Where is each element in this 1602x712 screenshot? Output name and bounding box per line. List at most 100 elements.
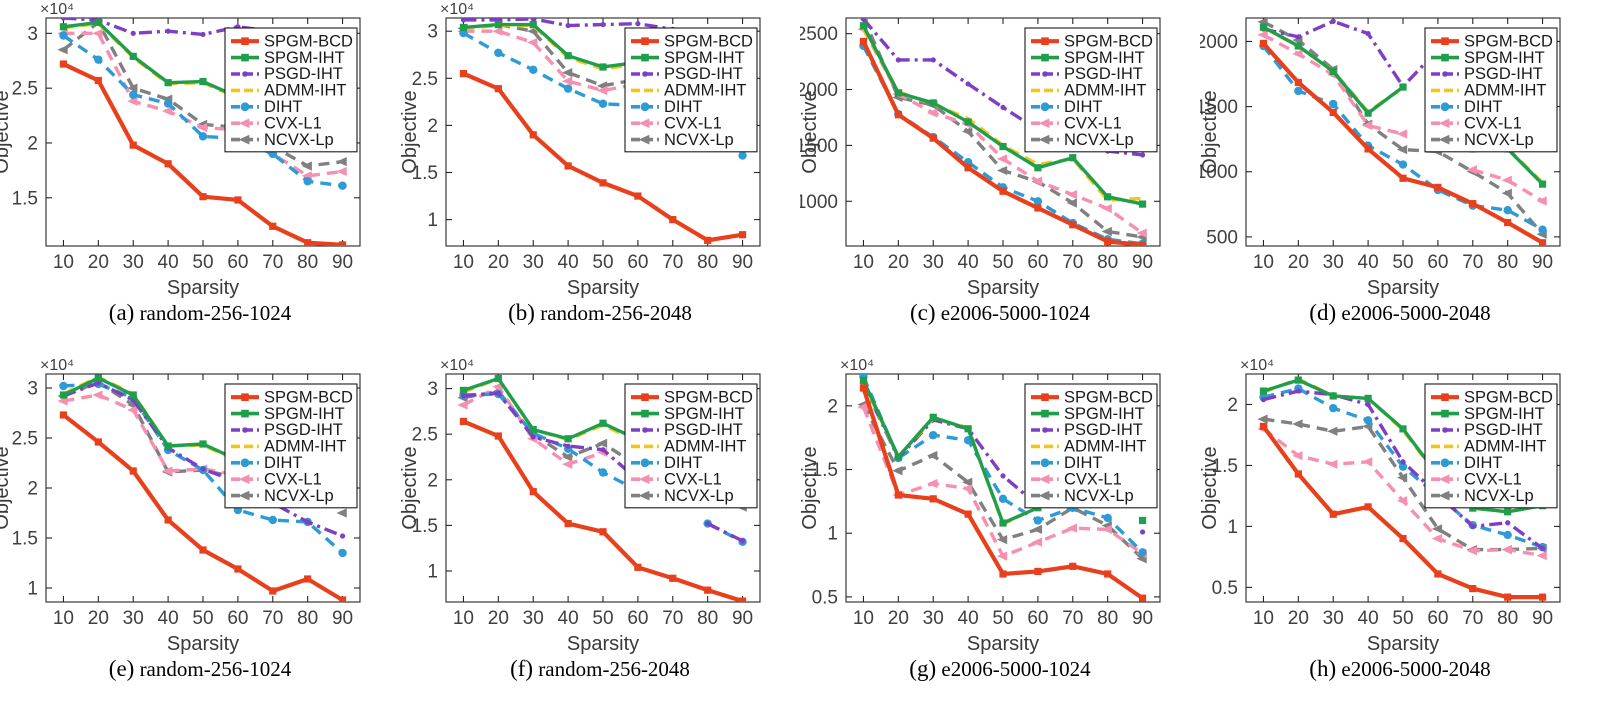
x-tick-label: 60 [1027,608,1048,629]
legend-item-SPGM-IHT[interactable]: SPGM-IHT [231,405,345,423]
legend-item-SPGM-IHT[interactable]: SPGM-IHT [1031,49,1145,67]
x-tick-label: 40 [958,252,979,273]
caption-a-tag: (a) [108,300,135,325]
panel-f: 10 20 30 40 50 60 70 80 90 1 1.5 2 2.5 3 ×10⁴ Sparsity O… [400,356,800,712]
legend-item-PSGD-IHT[interactable]: PSGD-IHT [1031,421,1143,439]
legend-item-SPGM-IHT[interactable]: SPGM-IHT [1431,405,1545,423]
legend-item-PSGD-IHT[interactable]: PSGD-IHT [1431,65,1543,83]
x-tick-label: 60 [1427,252,1448,273]
legend-item-DIHT[interactable]: DIHT [231,454,303,472]
data-layer [1257,376,1547,601]
legend-item-SPGM-BCD[interactable]: SPGM-BCD [1431,388,1553,406]
legend-item-ADMM-IHT[interactable]: ADMM-IHT [1031,438,1146,456]
caption-h-tag: (h) [1309,656,1337,681]
legend-item-NCVX-Lp[interactable]: NCVX-Lp [631,487,734,505]
legend-item-SPGM-IHT[interactable]: SPGM-IHT [1031,405,1145,423]
legend-item-NCVX-Lp[interactable]: NCVX-Lp [631,131,734,149]
x-axis-label: Sparsity [967,633,1039,655]
legend-label: PSGD-IHT [664,421,743,439]
x-tick-label: 30 [923,252,944,273]
legend-item-ADMM-IHT[interactable]: ADMM-IHT [1431,82,1546,100]
legend-item-PSGD-IHT[interactable]: PSGD-IHT [1431,421,1543,439]
legend-item-SPGM-IHT[interactable]: SPGM-IHT [231,49,345,67]
y-tick-label: 1 [1227,517,1238,538]
legend-label: SPGM-BCD [1064,388,1153,406]
legend-item-DIHT[interactable]: DIHT [631,98,703,116]
legend-item-ADMM-IHT[interactable]: ADMM-IHT [631,82,746,100]
legend-item-CVX-L1[interactable]: CVX-L1 [1031,470,1122,488]
x-tick-label: 50 [192,608,213,629]
legend-item-DIHT[interactable]: DIHT [1431,454,1503,472]
legend-item-NCVX-Lp[interactable]: NCVX-Lp [1031,487,1134,505]
y-tick-label: 1.5 [12,529,38,550]
legend-item-SPGM-BCD[interactable]: SPGM-BCD [631,32,753,50]
legend-item-NCVX-Lp[interactable]: NCVX-Lp [1431,131,1534,149]
caption-h: (h) e2006-5000-2048 [1200,656,1600,682]
legend-item-CVX-L1[interactable]: CVX-L1 [1431,114,1522,132]
y-tick-label: 2 [427,470,438,491]
x-tick-label: 80 [297,252,318,273]
x-tick-label: 80 [1497,608,1518,629]
caption-g: (g) e2006-5000-1024 [800,656,1200,682]
legend-label: NCVX-Lp [1464,131,1534,149]
plot-h: 10 20 30 40 50 60 70 80 90 0.5 1 1.5 2 ×10⁴ Sparsity Ob… [1200,357,1561,655]
legend-item-SPGM-BCD[interactable]: SPGM-BCD [1031,32,1153,50]
series-SPGM-BCD [1259,422,1547,601]
legend-item-DIHT[interactable]: DIHT [231,98,303,116]
legend-item-SPGM-BCD[interactable]: SPGM-BCD [1031,388,1153,406]
legend-label: SPGM-IHT [1464,405,1545,423]
y-axis-label: Objective [1200,446,1221,529]
legend-label: NCVX-Lp [664,131,734,149]
legend-item-CVX-L1[interactable]: CVX-L1 [631,470,722,488]
legend-item-NCVX-Lp[interactable]: NCVX-Lp [1431,487,1534,505]
legend-item-SPGM-IHT[interactable]: SPGM-IHT [631,49,745,67]
legend-item-DIHT[interactable]: DIHT [1431,98,1503,116]
legend-item-NCVX-Lp[interactable]: NCVX-Lp [231,131,334,149]
legend-label: DIHT [264,454,303,472]
legend-item-ADMM-IHT[interactable]: ADMM-IHT [1431,438,1546,456]
x-tick-label: 50 [592,608,613,629]
x-tick-label: 50 [992,608,1013,629]
legend-item-SPGM-BCD[interactable]: SPGM-BCD [231,388,353,406]
chart-c: 10 20 30 40 50 60 70 80 90 1000 1500 2000 2500 Sparsi… [800,0,1200,300]
legend-item-SPGM-IHT[interactable]: SPGM-IHT [1431,49,1545,67]
legend-item-NCVX-Lp[interactable]: NCVX-Lp [231,487,334,505]
x-tick-label: 10 [853,608,874,629]
legend-item-PSGD-IHT[interactable]: PSGD-IHT [631,65,743,83]
caption-d-name: e2006-5000-2048 [1341,301,1491,325]
legend-item-ADMM-IHT[interactable]: ADMM-IHT [231,82,346,100]
legend-item-PSGD-IHT[interactable]: PSGD-IHT [231,421,343,439]
legend-item-CVX-L1[interactable]: CVX-L1 [231,114,322,132]
legend-item-PSGD-IHT[interactable]: PSGD-IHT [1031,65,1143,83]
panel-a: 10 20 30 40 50 60 70 80 90 1.5 2 2.5 3 ×10⁴ Sparsity Ob… [0,0,400,356]
legend-label: CVX-L1 [1064,470,1122,488]
x-tick-label: 40 [158,252,179,273]
y-tick-label: 0.5 [1212,578,1238,599]
legend-item-DIHT[interactable]: DIHT [631,454,703,472]
legend-item-DIHT[interactable]: DIHT [1031,98,1103,116]
legend-item-SPGM-BCD[interactable]: SPGM-BCD [1431,32,1553,50]
x-tick-label: 10 [853,252,874,273]
y-axis-label: Objective [800,446,821,529]
plot-b: 10 20 30 40 50 60 70 80 90 1 1.5 2 2.5 3×10⁴ Sparsity O… [400,1,761,299]
legend-item-ADMM-IHT[interactable]: ADMM-IHT [1031,82,1146,100]
y-tick-label: 2.5 [412,425,438,446]
legend-item-NCVX-Lp[interactable]: NCVX-Lp [1031,131,1134,149]
legend-item-CVX-L1[interactable]: CVX-L1 [1031,114,1122,132]
legend-item-ADMM-IHT[interactable]: ADMM-IHT [631,438,746,456]
legend-item-SPGM-BCD[interactable]: SPGM-BCD [631,388,753,406]
legend-item-DIHT[interactable]: DIHT [1031,454,1103,472]
legend-item-SPGM-BCD[interactable]: SPGM-BCD [231,32,353,50]
legend-item-ADMM-IHT[interactable]: ADMM-IHT [231,438,346,456]
legend-item-SPGM-IHT[interactable]: SPGM-IHT [631,405,745,423]
legend-label: ADMM-IHT [1464,82,1546,100]
legend-item-CVX-L1[interactable]: CVX-L1 [631,114,722,132]
series-SPGM-BCD [1259,39,1547,246]
legend-item-PSGD-IHT[interactable]: PSGD-IHT [631,421,743,439]
y-axis-label: Objective [0,446,13,529]
x-tick-label: 20 [488,608,509,629]
legend-item-CVX-L1[interactable]: CVX-L1 [1431,470,1522,488]
legend-item-CVX-L1[interactable]: CVX-L1 [231,470,322,488]
caption-d: (d) e2006-5000-2048 [1200,300,1600,326]
legend-item-PSGD-IHT[interactable]: PSGD-IHT [231,65,343,83]
